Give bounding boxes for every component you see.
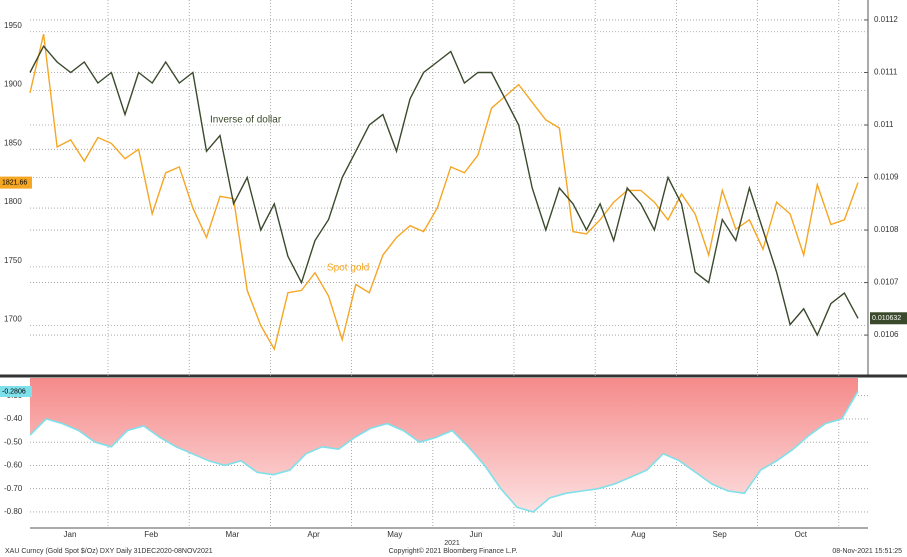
y-tick-label: -0.40 — [4, 414, 23, 423]
x-tick-label: May — [387, 530, 402, 539]
series-line — [29, 390, 859, 513]
y-tick-label: 1800 — [4, 197, 22, 206]
x-tick-label: Aug — [631, 530, 645, 539]
x-tick-label: Oct — [795, 530, 808, 539]
y-tick-label: -0.80 — [4, 507, 23, 516]
y-tick-label: -0.50 — [4, 437, 23, 446]
y-tick-label: 1900 — [4, 80, 22, 89]
x-tick-label: Apr — [307, 530, 320, 539]
area-fill — [30, 378, 858, 512]
x-tick-label: Sep — [712, 530, 727, 539]
y-tick-label: -0.70 — [4, 484, 23, 493]
y-tick-label: 1750 — [4, 256, 22, 265]
last-value-label: 1821.66 — [2, 179, 27, 186]
last-value-badge — [870, 312, 907, 325]
year-label: 2021 — [444, 540, 460, 547]
y-tick-label: 1700 — [4, 315, 22, 324]
last-value-badge — [0, 176, 32, 189]
footer-left: XAU Curncy (Gold Spot $/Oz) DXY Daily 31… — [5, 548, 213, 555]
y-tick-label: -0.60 — [4, 461, 23, 470]
x-tick-label: Mar — [226, 530, 240, 539]
last-value-label: 0.010632 — [872, 315, 901, 322]
footer-right: 08-Nov-2021 15:51:25 — [832, 548, 902, 555]
y2-tick-label: 0.0108 — [874, 225, 899, 234]
y2-tick-label: 0.0112 — [874, 15, 898, 24]
series-line — [29, 33, 859, 351]
annotation: Spot gold — [327, 263, 369, 274]
y2-tick-label: 0.0106 — [874, 330, 899, 339]
x-tick-label: Feb — [144, 530, 158, 539]
last-value-badge — [0, 386, 32, 397]
x-tick-label: Jun — [470, 530, 483, 539]
y2-tick-label: 0.0111 — [874, 68, 898, 77]
y2-tick-label: 0.011 — [874, 120, 894, 129]
series-line — [29, 44, 859, 337]
annotation: Inverse of dollar — [210, 115, 282, 126]
footer-center: Copyright© 2021 Bloomberg Finance L.P. — [389, 547, 518, 555]
y2-tick-label: 0.0107 — [874, 278, 899, 287]
y-tick-label: 1850 — [4, 138, 22, 147]
y2-tick-label: 0.0109 — [874, 173, 899, 182]
x-tick-label: Jul — [552, 530, 562, 539]
last-value-label: -0.2806 — [2, 388, 26, 395]
y-tick-label: 1950 — [4, 21, 22, 30]
x-tick-label: Jan — [64, 530, 77, 539]
